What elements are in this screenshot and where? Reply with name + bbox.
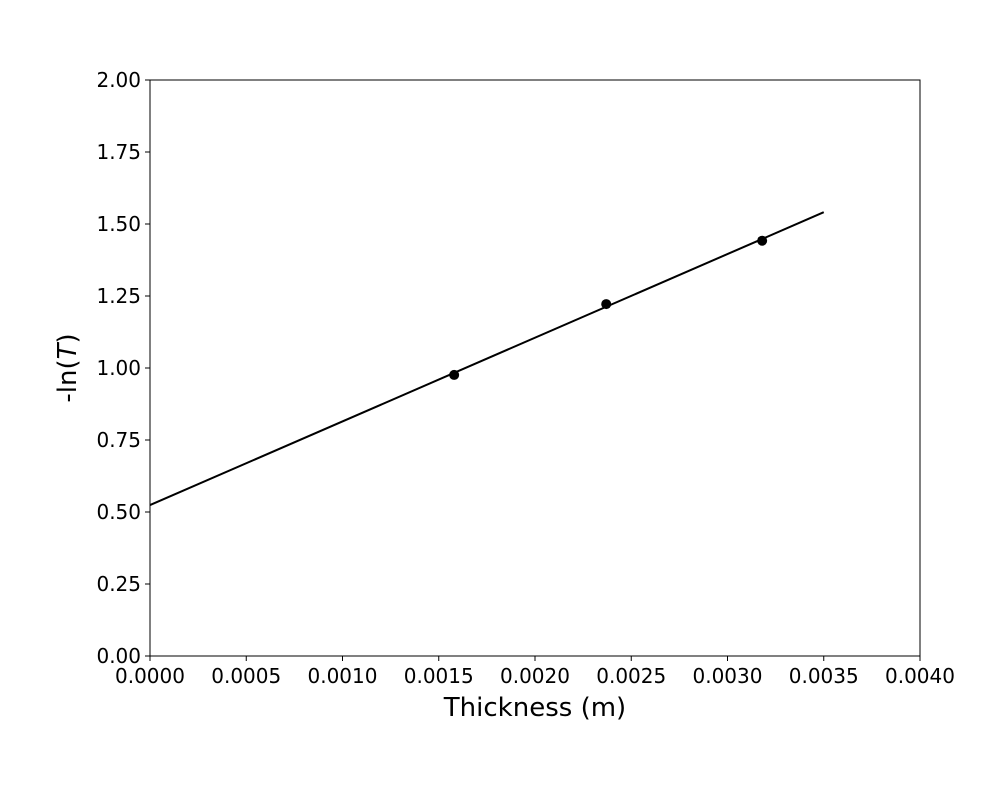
x-tick-label: 0.0000 — [115, 664, 185, 688]
x-axis-ticks: 0.0000 0.0005 0.0010 0.0015 0.0020 0.0025 0.00… — [115, 656, 955, 688]
x-tick-label: 0.0010 — [308, 664, 378, 688]
data-point — [757, 235, 768, 246]
y-axis-label: -ln(T) — [53, 333, 83, 402]
data-point — [449, 369, 460, 380]
y-tick-label: 1.50 — [96, 212, 141, 236]
y-tick-label: 1.00 — [96, 356, 141, 380]
x-tick-label: 0.0040 — [885, 664, 955, 688]
x-tick-label: 0.0005 — [211, 664, 281, 688]
y-tick-label: 1.25 — [96, 284, 141, 308]
fit-line — [149, 211, 825, 507]
x-tick-label: 0.0025 — [596, 664, 666, 688]
y-axis-label-variable: T — [53, 341, 83, 359]
y-tick-label: 2.00 — [96, 68, 141, 92]
x-axis-label: Thickness (m) — [443, 693, 626, 723]
y-tick-label: 0.50 — [96, 500, 141, 524]
data-point — [601, 299, 612, 310]
y-axis-ticks: 0.00 0.25 0.50 0.75 1.00 1.25 1.50 1.75 2.00 — [96, 68, 150, 668]
y-axis-label-suffix: ) — [53, 333, 83, 343]
x-tick-label: 0.0030 — [693, 664, 763, 688]
plot-frame — [149, 79, 921, 657]
y-tick-label: 1.75 — [96, 140, 141, 164]
y-axis-label-prefix: -ln( — [53, 359, 83, 402]
y-tick-label: 0.75 — [96, 428, 141, 452]
x-tick-label: 0.0015 — [404, 664, 474, 688]
plot-area — [149, 211, 825, 507]
x-tick-label: 0.0020 — [500, 664, 570, 688]
y-tick-label: 0.25 — [96, 572, 141, 596]
y-tick-label: 0.00 — [96, 644, 141, 668]
x-tick-label: 0.0035 — [789, 664, 859, 688]
